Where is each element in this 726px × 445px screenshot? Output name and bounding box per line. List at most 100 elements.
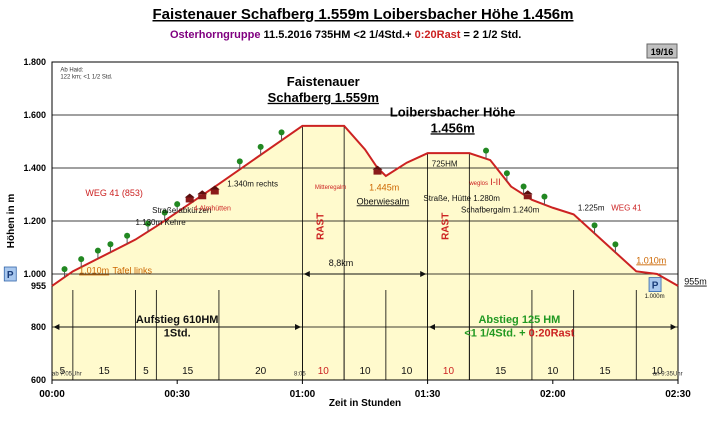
annotation-label: 1.010m — [79, 265, 109, 275]
annotation-label: I-II — [490, 177, 501, 187]
tree-icon — [236, 158, 243, 165]
annotation-label: Ab Haid: — [60, 67, 83, 73]
parking-label: P — [652, 281, 659, 292]
x-tick-label: 00:30 — [164, 389, 190, 400]
subtitle-hm: 735HM — [315, 29, 350, 41]
hut-roof-icon — [197, 190, 208, 195]
chart-title: Faistenauer Schafberg 1.559m Loibersbach… — [152, 6, 573, 23]
annotation-label: Schafbergalm 1.240m — [461, 205, 540, 214]
segment-duration-label: 20 — [255, 366, 267, 377]
rast-band-label: RAST — [440, 213, 451, 240]
annotation-label: Straße abkürzen — [152, 206, 211, 215]
annotation-label: ab 7:05Uhr — [52, 371, 82, 377]
rast-band-label: RAST — [315, 213, 326, 240]
hut-roof-icon — [522, 190, 533, 195]
hut-roof-icon — [184, 193, 195, 198]
abstieg-time-rast: 0:20Rast — [529, 327, 575, 339]
hut-roof-icon — [372, 165, 383, 170]
annotation-label: 1.340m rechts — [227, 180, 278, 189]
annotation-label: Mitteregalm — [315, 185, 346, 191]
hut-icon — [198, 194, 207, 200]
annotation-label: 122 km; <1 1/2 Std. — [60, 74, 113, 80]
abstieg-time-label: <1 1/4Std. + 0:20Rast — [464, 327, 574, 339]
tree-icon — [257, 143, 264, 150]
segment-duration-label: 10 — [443, 366, 455, 377]
segment-duration-label: 5 — [143, 366, 149, 377]
parking-icon — [648, 277, 662, 293]
annotation-label: Straße, Hütte 1.280m — [423, 194, 500, 203]
summit-label-name: Faistenauer — [287, 74, 360, 89]
y-tick-label: 600 — [31, 375, 46, 385]
annotation-label: 955m — [684, 277, 707, 287]
summit-label-height: 1.456m — [431, 120, 475, 135]
abstieg-time-prefix: <1 1/4Std. + — [464, 327, 528, 339]
phase-label: Aufstieg 610HM — [136, 314, 219, 326]
profile-area-fill — [52, 125, 678, 381]
y-tick-label: 800 — [31, 322, 46, 332]
annotation-label: 1.000m — [645, 294, 665, 300]
segment-duration-label: 15 — [599, 366, 611, 377]
tree-icon — [541, 193, 548, 200]
annotation-label: WEG 41 — [611, 203, 642, 212]
subtitle-time-prefix: <2 1/4Std.+ — [353, 29, 414, 41]
hut-roof-icon — [209, 185, 220, 190]
tree-icon — [94, 247, 101, 254]
tree-icon — [61, 266, 68, 273]
segment-duration-label: 10 — [652, 366, 664, 377]
annotation-label: 1.130m Kehre — [135, 218, 186, 227]
segment-duration-label: 15 — [495, 366, 507, 377]
phase-label: 1Std. — [164, 327, 191, 339]
segment-duration-label: 10 — [547, 366, 559, 377]
y-tick-label: 955 — [31, 281, 46, 291]
x-tick-label: 01:00 — [290, 389, 316, 400]
tree-icon — [124, 232, 131, 239]
subtitle-time-suffix: = 2 1/2 Std. — [460, 29, 521, 41]
hut-icon — [523, 194, 532, 200]
summit-label-height: Schafberg 1.559m — [268, 90, 379, 105]
tree-icon — [520, 183, 527, 190]
segment-duration-label: 5 — [60, 366, 66, 377]
hut-icon — [373, 169, 382, 175]
segment-duration-label: 15 — [182, 366, 194, 377]
parking-label: P — [7, 270, 14, 281]
tree-icon — [78, 256, 85, 263]
subtitle-rast: 0:20Rast — [415, 29, 461, 41]
annotation-label: 8:05 — [294, 371, 306, 377]
segment-duration-label: 15 — [99, 366, 111, 377]
y-tick-label: 1.200 — [23, 216, 46, 226]
y-tick-label: 1.400 — [23, 163, 46, 173]
phase-label: Abstieg 125 HM — [478, 314, 560, 326]
badge-box — [646, 43, 678, 59]
tree-icon — [278, 129, 285, 136]
annotation-label: 1.010m — [636, 255, 666, 265]
annotation-label: Tafel links — [113, 265, 153, 275]
badge-label: 19/16 — [651, 47, 674, 57]
x-axis-label: Zeit in Stunden — [329, 398, 401, 409]
x-tick-label: 02:00 — [540, 389, 566, 400]
annotation-label: weglos — [468, 181, 488, 187]
hut-icon — [210, 189, 219, 195]
segment-duration-label: 10 — [401, 366, 413, 377]
tree-icon — [144, 220, 151, 227]
chart-subtitle: Osterhorngruppe 11.5.2016 735HM <2 1/4St… — [170, 29, 521, 41]
annotation-label: Oberwiesalm — [357, 196, 410, 206]
subtitle-date: 11.5.2016 — [264, 29, 312, 41]
tree-icon — [483, 147, 490, 154]
y-tick-label: 1.800 — [23, 57, 46, 67]
annotation-label: an 9:35Uhr — [653, 371, 683, 377]
x-tick-label: 00:00 — [39, 389, 65, 400]
subtitle-region: Osterhorngruppe — [170, 29, 260, 41]
tree-icon — [174, 201, 181, 208]
annotation-label: 8,8km — [329, 258, 354, 268]
y-tick-label: 1.000 — [23, 269, 46, 279]
annotation-label: 1.225m — [578, 203, 605, 212]
tree-icon — [161, 209, 168, 216]
segment-duration-label: 10 — [318, 366, 330, 377]
segment-duration-label: 10 — [359, 366, 371, 377]
tree-icon — [612, 241, 619, 248]
annotation-label: 725HM — [432, 160, 458, 169]
annotation-label: 1.445m — [369, 183, 399, 193]
hut-icon — [185, 197, 194, 203]
